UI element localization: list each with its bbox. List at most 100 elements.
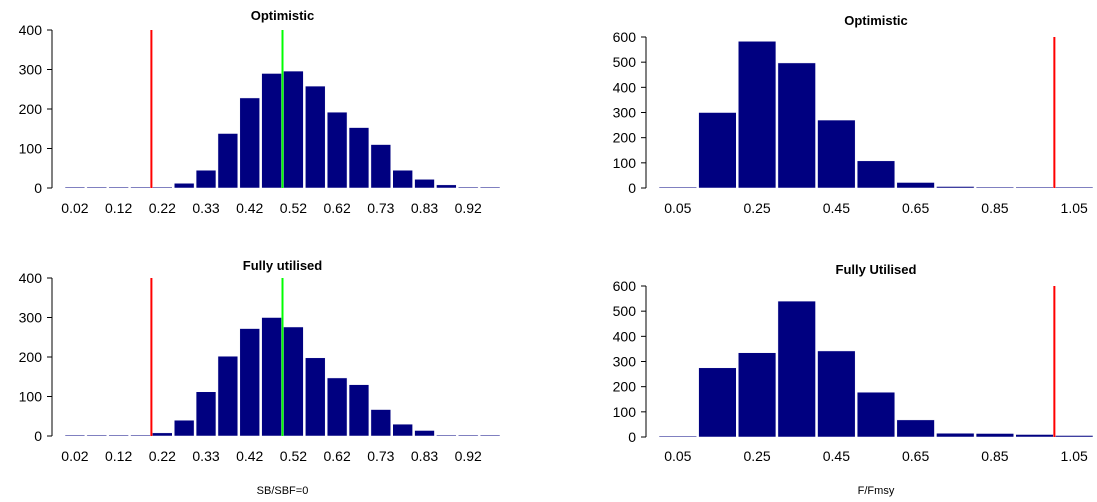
histogram-bar xyxy=(217,133,239,189)
histogram-bar xyxy=(896,419,935,438)
x-tick-label: 0.42 xyxy=(236,200,263,216)
histogram-bar xyxy=(414,430,435,437)
y-tick-label: 600 xyxy=(613,29,637,45)
x-tick-label: 0.65 xyxy=(902,448,929,464)
x-tick-label: 0.73 xyxy=(367,200,394,216)
y-tick-label: 200 xyxy=(19,101,43,117)
y-tick-label: 400 xyxy=(613,79,637,95)
histogram-bar xyxy=(239,328,260,437)
x-tick-label: 0.85 xyxy=(981,200,1008,216)
y-tick-label: 300 xyxy=(613,354,637,370)
x-tick-label: 0.25 xyxy=(743,200,770,216)
x-tick-label: 0.22 xyxy=(149,200,176,216)
x-tick-label: 0.73 xyxy=(367,448,394,464)
histogram-bar xyxy=(1055,186,1094,189)
y-tick-label: 400 xyxy=(19,270,43,286)
y-tick-label: 100 xyxy=(19,141,43,157)
histogram-bar xyxy=(64,186,86,189)
histogram-bar xyxy=(64,434,86,437)
histogram-bar xyxy=(856,391,896,438)
histogram-bar xyxy=(130,434,151,437)
y-tick-label: 0 xyxy=(628,180,636,196)
histogram-bar xyxy=(698,367,737,438)
y-tick-label: 600 xyxy=(613,278,637,294)
chart-title: Optimistic xyxy=(251,8,315,23)
x-tick-label: 0.65 xyxy=(902,200,929,216)
y-tick-label: 100 xyxy=(613,155,637,171)
x-tick-label: 0.85 xyxy=(981,448,1008,464)
x-tick-label: 0.83 xyxy=(411,448,438,464)
histogram-bar xyxy=(817,350,856,438)
histogram-bar xyxy=(283,70,304,189)
histogram-bar xyxy=(108,186,129,189)
x-tick-label: 0.05 xyxy=(664,448,691,464)
histogram-bar xyxy=(1055,435,1094,438)
histogram-bar xyxy=(738,352,777,438)
x-tick-label: 0.45 xyxy=(823,200,850,216)
histogram-bar xyxy=(261,73,282,189)
histogram-bar xyxy=(195,169,217,189)
histogram-bar xyxy=(658,435,697,438)
histogram-bar xyxy=(436,184,457,189)
histogram-bar xyxy=(817,119,856,189)
y-tick-label: 500 xyxy=(613,303,637,319)
histogram-bar xyxy=(1015,434,1054,438)
y-tick-label: 300 xyxy=(19,62,43,78)
histogram-bar xyxy=(305,357,326,437)
y-tick-label: 400 xyxy=(613,328,637,344)
y-tick-label: 200 xyxy=(19,349,43,365)
y-tick-label: 100 xyxy=(613,404,637,420)
x-tick-label: 0.33 xyxy=(192,448,219,464)
histogram-bar xyxy=(130,186,151,189)
histogram-bar xyxy=(261,317,282,437)
histogram-bar xyxy=(305,85,326,189)
histogram-bar xyxy=(936,186,975,189)
histogram-bar xyxy=(936,432,975,438)
histogram-bar xyxy=(326,111,348,189)
x-tick-label: 0.02 xyxy=(61,200,88,216)
x-tick-label: 0.83 xyxy=(411,200,438,216)
histogram-bar xyxy=(738,41,777,189)
histogram-bar xyxy=(370,409,391,437)
histogram-bar xyxy=(458,186,479,189)
histogram-bar xyxy=(283,326,304,437)
histogram-bar xyxy=(975,433,1014,438)
x-tick-label: 0.12 xyxy=(105,448,132,464)
x-tick-label: 1.05 xyxy=(1061,448,1088,464)
histogram-bar xyxy=(777,300,816,438)
x-tick-label: 0.02 xyxy=(61,448,88,464)
histogram-bar xyxy=(174,419,195,437)
histogram-bar xyxy=(152,432,173,437)
histogram-bar xyxy=(348,127,370,189)
x-tick-label: 0.62 xyxy=(324,448,351,464)
histogram-bar xyxy=(392,169,413,189)
histogram-bar xyxy=(658,186,697,189)
x-tick-label: 0.45 xyxy=(823,448,850,464)
histogram-bar xyxy=(152,186,173,189)
x-axis-label: SB/SBF=0 xyxy=(257,485,309,497)
histogram-bar xyxy=(698,112,737,189)
y-tick-label: 0 xyxy=(628,429,636,445)
histogram-bar xyxy=(458,434,479,437)
histogram-bar xyxy=(86,434,107,437)
chart-title: Optimistic xyxy=(844,13,908,28)
x-tick-label: 0.52 xyxy=(280,448,307,464)
x-tick-label: 0.92 xyxy=(455,200,482,216)
chart-title: Fully utilised xyxy=(243,258,323,273)
y-tick-label: 200 xyxy=(613,130,637,146)
x-tick-label: 0.52 xyxy=(280,200,307,216)
histogram-bar xyxy=(436,434,457,437)
histogram-bar xyxy=(370,144,391,189)
x-tick-label: 0.12 xyxy=(105,200,132,216)
y-tick-label: 400 xyxy=(19,22,43,38)
histogram-bar xyxy=(479,434,501,437)
histogram-bar xyxy=(326,377,348,437)
x-tick-label: 0.92 xyxy=(455,448,482,464)
y-tick-label: 300 xyxy=(19,310,43,326)
x-tick-label: 0.05 xyxy=(664,200,691,216)
y-tick-label: 0 xyxy=(34,428,42,444)
x-tick-label: 0.22 xyxy=(149,448,176,464)
histogram-bar xyxy=(108,434,129,437)
x-tick-label: 0.25 xyxy=(743,448,770,464)
